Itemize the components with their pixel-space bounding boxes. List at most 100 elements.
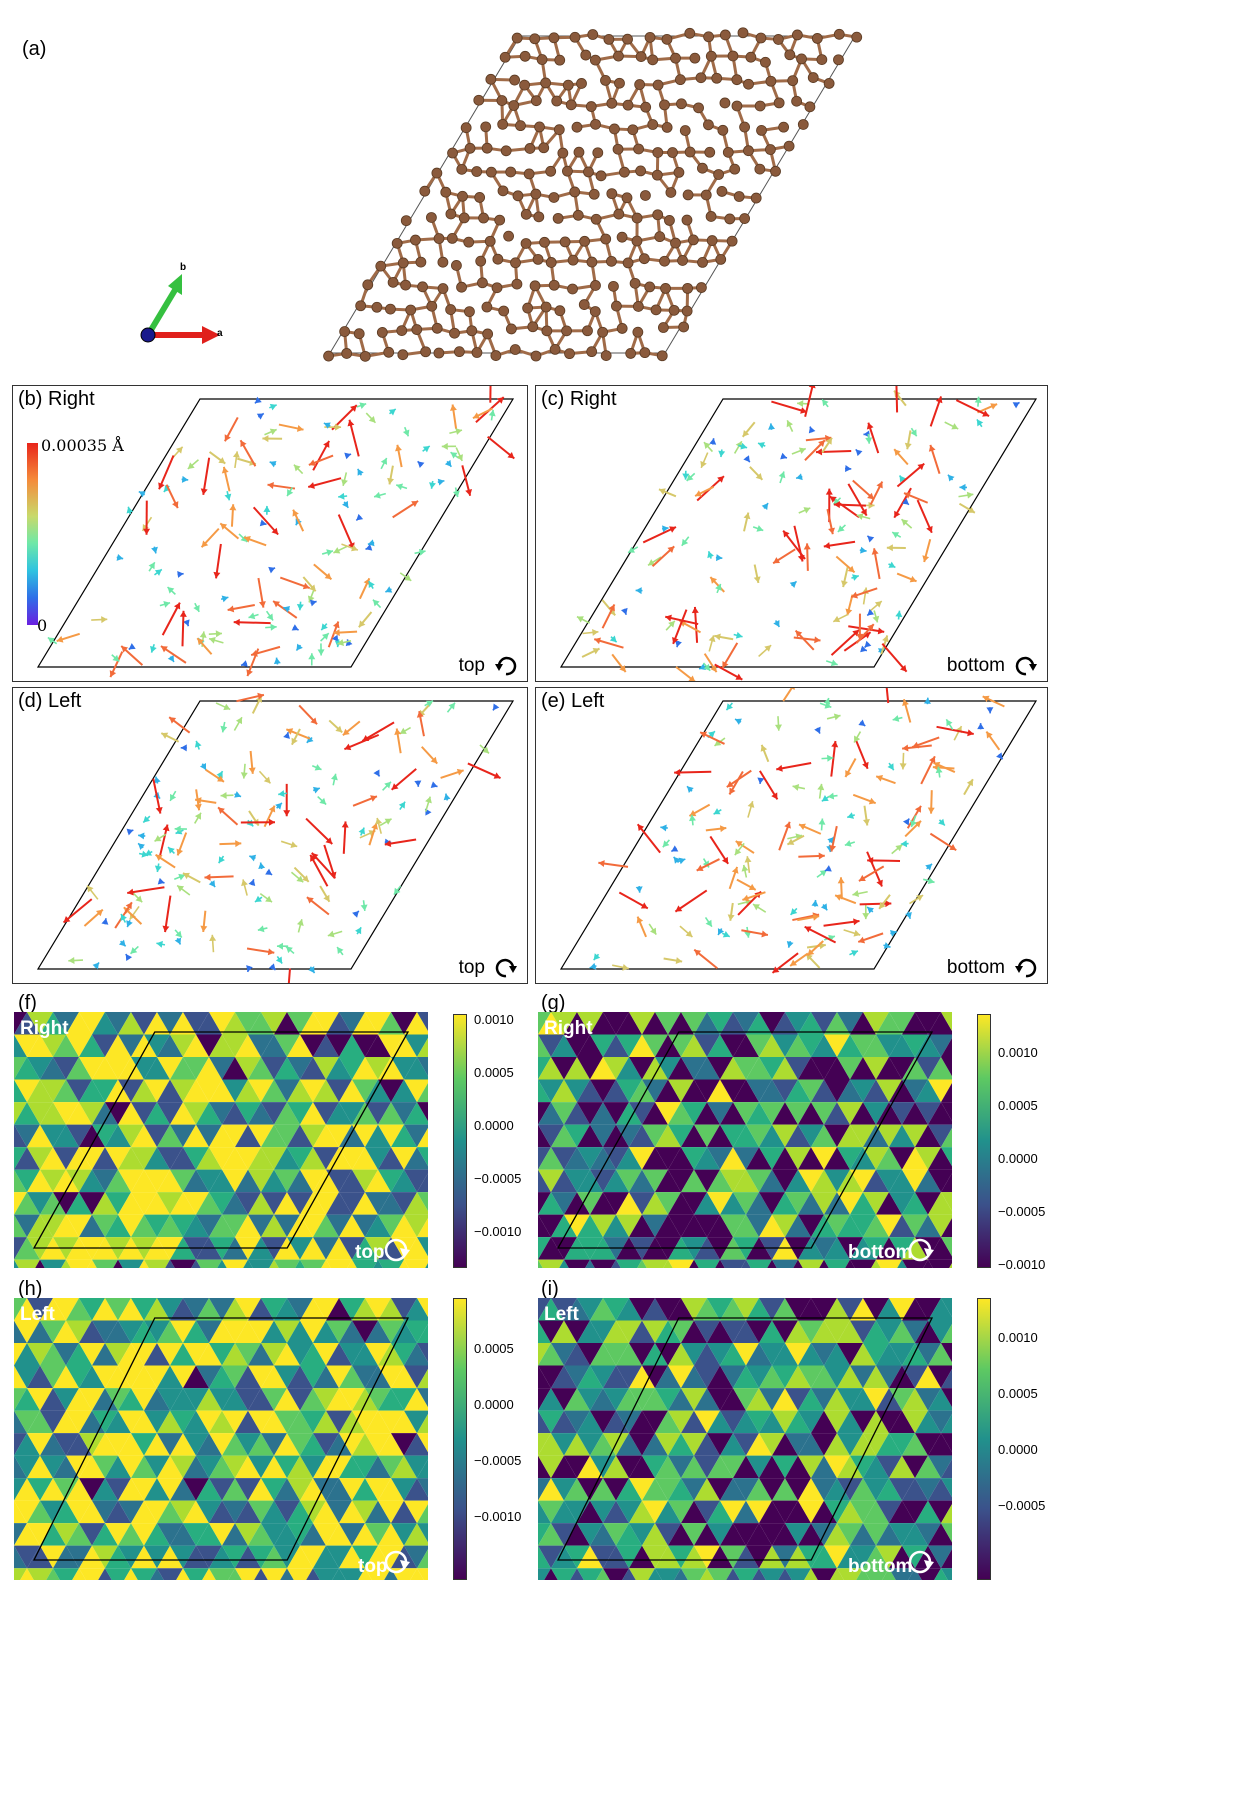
panel-h-side: Left [20,1304,55,1325]
atom [551,95,563,107]
atom [621,192,633,204]
arrow-head [727,914,735,921]
arrow-head [947,474,955,482]
arrow-head [818,440,825,447]
arrow-head [302,582,310,590]
charge-cell [772,1433,798,1456]
charge-cell [629,1365,655,1389]
charge-cell [404,1320,428,1344]
charge-cell [300,1433,326,1456]
atom [466,325,478,337]
charge-cell [590,1259,616,1268]
charge-cell [118,1124,144,1148]
arrow-head [756,525,764,532]
charge-cell [824,1388,850,1411]
atom [524,143,536,154]
charge-cell [655,1320,681,1344]
charge-cell [300,1124,326,1148]
charge-cell [863,1568,889,1580]
charge-cell [538,1298,551,1321]
arrow-head [177,570,184,578]
charge-cell [798,1298,824,1321]
panel-g-side: Right [544,1018,593,1039]
arrow-head [368,581,375,588]
arrow-head [866,422,874,430]
arrow-head [402,429,410,437]
arrow-head [194,803,202,811]
charge-cell [785,1214,811,1238]
atom [485,166,497,178]
arrow-head [856,633,864,640]
panel-d: (d) Left top [12,687,528,984]
atom [693,102,704,114]
charge-cell [274,1192,300,1215]
arrow-head [681,538,689,546]
atom [586,346,598,358]
arrow-head [669,526,677,533]
panel-g-corner: bottom [848,1242,913,1263]
atom [608,280,619,292]
arrow-head [267,482,274,489]
arrow-head [592,648,600,655]
charge-cell [27,1365,53,1389]
charge-cell [837,1343,863,1366]
charge-cell [850,1079,876,1103]
charge-cell [222,1523,248,1546]
arrow-head [371,822,378,830]
charge-cell [209,1568,235,1580]
charge-cell [668,1388,694,1411]
atom [387,276,399,288]
atom [733,191,745,202]
atom [582,325,593,337]
charge-cell [642,1433,668,1456]
charge-cell [27,1034,53,1058]
atom [737,27,749,39]
charge-cell [131,1343,157,1366]
panel-e: (e) Left bottom [535,687,1048,984]
charge-cell [66,1455,92,1479]
atom [496,95,508,106]
charge-cell [772,1365,798,1389]
arrow-head [966,491,974,499]
arrow-head [161,732,169,739]
atom [682,282,694,294]
charge-cell [876,1057,902,1080]
arrow-head [404,574,412,581]
displacement-arrow [62,898,93,924]
charge-cell [663,1259,673,1268]
atom [622,33,633,45]
charge-cell [577,1214,603,1238]
charge-cell [222,1057,248,1080]
charge-cell [824,1365,850,1389]
charge-cell [694,1214,720,1238]
charge-cell [300,1545,326,1569]
charge-cell [733,1523,759,1546]
unit-cell-outline [36,700,515,970]
charge-cell [196,1124,222,1148]
charge-cell [637,1259,647,1268]
arrow-head [851,950,858,957]
charge-cell [118,1147,144,1170]
charge-cell [642,1259,668,1268]
displacement-arrow [287,968,291,983]
arrow-head [327,930,335,938]
charge-cell [27,1102,53,1125]
arrow-head [888,561,896,568]
arrow-head [101,918,109,925]
charge-cell [642,1500,668,1524]
charge-cell [326,1237,352,1260]
axis-b-label: b [180,262,187,273]
charge-cell [733,1169,759,1193]
atom [540,301,552,313]
charge-cell [339,1410,365,1434]
charge-cell [196,1259,222,1268]
arrow-head [703,442,711,449]
charge-cell [235,1478,261,1501]
charge-cell [850,1410,876,1434]
charge-cell [616,1079,642,1103]
arrow-head [764,645,772,652]
charge-cell [254,1568,268,1580]
arrow-head [308,482,315,489]
atom [353,328,365,340]
corner-label-top: top [458,957,485,978]
